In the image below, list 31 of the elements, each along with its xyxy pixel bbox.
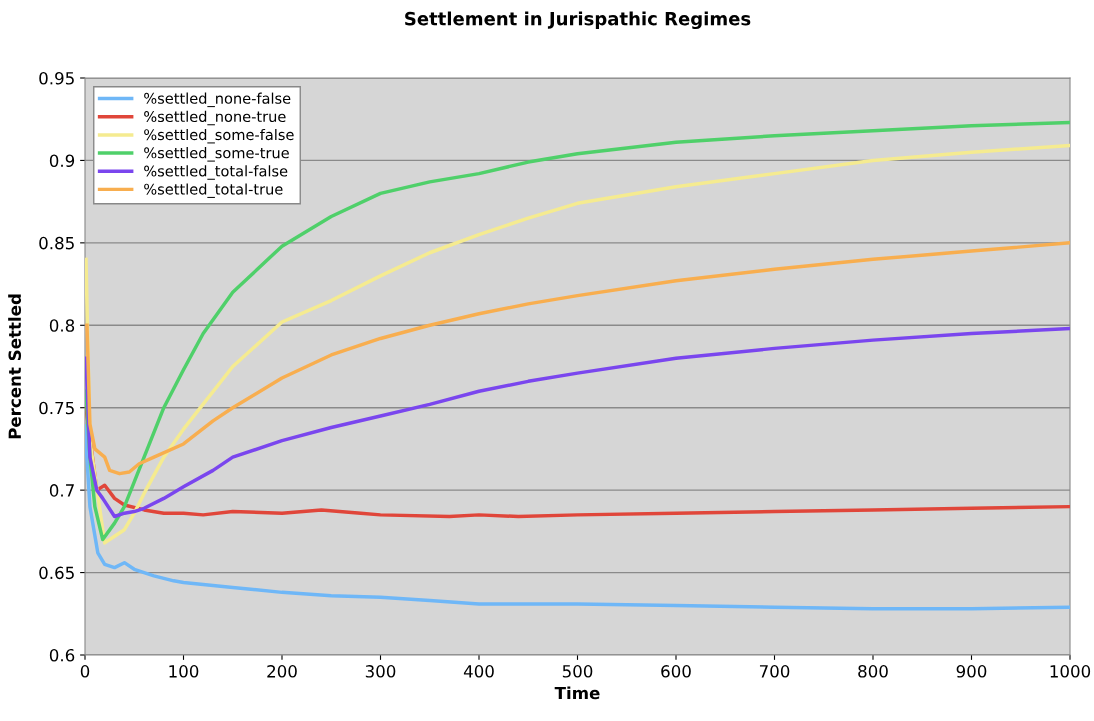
y-tick-label: 0.9 — [49, 154, 75, 167]
x-tick-label: 900 — [956, 665, 987, 678]
y-tick-label: 0.8 — [49, 319, 75, 332]
y-tick-label: 0.95 — [39, 71, 74, 85]
x-tick-label: 300 — [365, 665, 396, 678]
legend-label: %settled_some-false — [144, 128, 294, 144]
legend-label: %settled_total-false — [144, 165, 288, 180]
x-tick-label: 600 — [661, 665, 691, 678]
y-tick-label: 0.85 — [39, 236, 74, 250]
y-tick-label: 0.75 — [39, 401, 74, 415]
x-tick-label: 0 — [80, 665, 90, 678]
legend-label: %settled_some-true — [144, 147, 289, 162]
x-tick-label: 1000 — [1050, 665, 1091, 678]
y-axis-title: Percent Settled — [8, 294, 22, 439]
y-tick-label: 0.65 — [39, 566, 74, 580]
line-series — [85, 326, 1070, 519]
x-tick-label: 200 — [267, 665, 297, 678]
legend-label: %settled_total-true — [144, 183, 283, 198]
legend-label: %settled_none-false — [144, 92, 291, 108]
x-tick-label: 800 — [858, 665, 888, 678]
line-series — [85, 241, 1070, 476]
y-tick-label: 0.7 — [49, 484, 74, 497]
x-tick-label: 700 — [759, 665, 790, 678]
x-axis-title: Time — [554, 686, 600, 700]
legend-label: %settled_none-true — [144, 110, 286, 126]
x-tick-label: 400 — [463, 665, 494, 678]
line-series — [85, 424, 1070, 611]
x-tick-label: 100 — [169, 665, 199, 678]
chart-title: Settlement in Jurispathic Regimes — [405, 11, 751, 30]
y-tick-label: 0.6 — [49, 648, 75, 662]
x-tick-label: 500 — [562, 665, 593, 678]
